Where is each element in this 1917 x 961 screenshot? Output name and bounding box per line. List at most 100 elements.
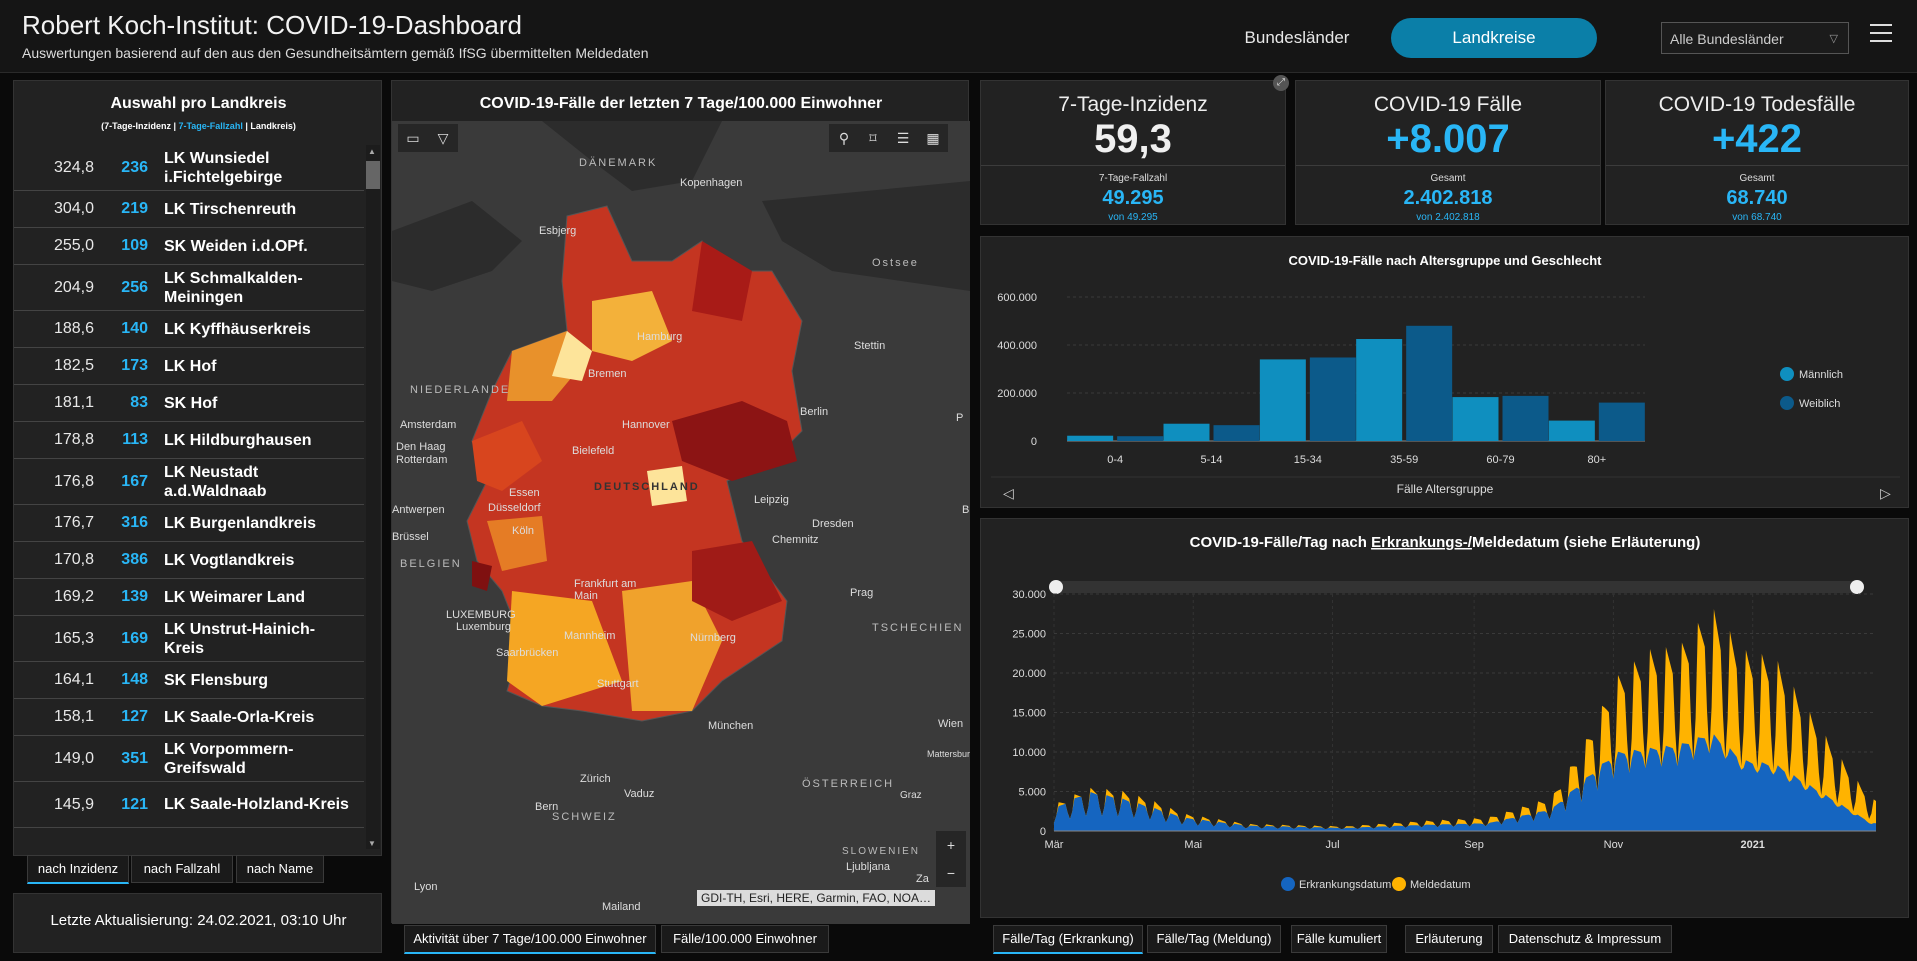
card-sub-value: 49.295 — [1102, 187, 1164, 209]
card-title: COVID-19 Todesfälle — [1658, 93, 1856, 116]
y-tick-label: 0 — [1031, 436, 1037, 448]
district-row[interactable]: 182,5 173 LK Hof — [14, 348, 364, 385]
district-row[interactable]: 164,1 148 SK Flensburg — [14, 662, 364, 699]
district-row[interactable]: 204,9 256 LK Schmalkalden-Meiningen — [14, 265, 364, 311]
district-row[interactable]: 324,8 236 LK Wunsiedel i.Fichtelgebirge — [14, 145, 364, 191]
row-district-name: LK Neustadt a.d.Waldnaab — [164, 463, 267, 500]
district-row[interactable]: 304,0 219 LK Tirschenreuth — [14, 191, 364, 228]
district-row[interactable]: 165,3 169 LK Unstrut-Hainich-Kreis — [14, 616, 364, 662]
district-row[interactable]: 170,8 386 LK Vogtlandkreis — [14, 542, 364, 579]
daily-cases-chart: COVID-19-Fälle/Tag nach Erkrankungs-/Mel… — [1012, 534, 1876, 891]
map-label-wien: Wien — [938, 718, 964, 730]
sort-by-name-tab[interactable]: nach Name — [236, 855, 324, 883]
list-legend: (7-Tage-Inzidenz | 7-Tage-Fallzahl | Lan… — [14, 121, 383, 131]
legend-toggle-icon[interactable]: ▭ — [398, 124, 428, 152]
row-district-name: LK Kyffhäuserkreis — [164, 320, 311, 338]
card-note: von 68.740 — [1732, 212, 1782, 223]
range-handle-left[interactable] — [1049, 580, 1063, 594]
divider — [981, 165, 1285, 166]
district-row[interactable]: 158,1 127 LK Saale-Orla-Kreis — [14, 699, 364, 736]
map-label-ostsee: Ostsee — [872, 257, 919, 269]
tab-cases-cumulative[interactable]: Fälle kumuliert — [1291, 925, 1387, 953]
basemap-gallery-icon[interactable]: ▦ — [918, 124, 948, 152]
scroll-up-icon[interactable]: ▲ — [368, 147, 376, 156]
bar-male[interactable] — [1163, 423, 1210, 441]
tab-cases-report[interactable]: Fälle/Tag (Meldung) — [1147, 925, 1281, 953]
bar-female[interactable] — [1406, 325, 1453, 441]
row-case-count: 219 — [121, 200, 148, 217]
card-note: von 2.402.818 — [1416, 212, 1480, 223]
bar-male[interactable] — [1067, 435, 1114, 441]
zoom-out-icon[interactable]: − — [936, 859, 966, 887]
bar-male[interactable] — [1356, 339, 1403, 441]
row-incidence: 176,7 — [53, 514, 94, 531]
bar-female[interactable] — [1117, 436, 1164, 441]
district-row[interactable]: 176,7 316 LK Burgenlandkreis — [14, 505, 364, 542]
header-bar — [0, 0, 1917, 73]
sort-by-count-tab[interactable]: nach Fallzahl — [131, 855, 233, 883]
app-subtitle: Auswertungen basierend auf den aus den G… — [22, 45, 649, 61]
row-incidence: 255,0 — [53, 237, 94, 254]
layer-list-icon[interactable]: ☰ — [888, 124, 918, 152]
map-label-den-haag: Den Haag — [396, 441, 446, 453]
bar-female[interactable] — [1309, 357, 1356, 441]
bar-female[interactable] — [1598, 402, 1645, 441]
range-handle-right[interactable] — [1850, 580, 1864, 594]
state-select[interactable]: Alle Bundesländer ▽ — [1661, 22, 1849, 54]
map-label-kopenhagen: Kopenhagen — [680, 177, 743, 189]
district-row[interactable]: 169,2 139 LK Weimarer Land — [14, 579, 364, 616]
district-row[interactable]: 181,1 83 SK Hof — [14, 385, 364, 422]
sort-by-incidence-tab[interactable]: nach Inzidenz — [27, 855, 129, 884]
expand-icon[interactable]: ⤢ — [1273, 75, 1289, 91]
map-label-ljubljana: Ljubljana — [846, 861, 891, 873]
district-row[interactable]: 176,8 167 LK Neustadt a.d.Waldnaab — [14, 459, 364, 505]
list-scrollbar[interactable] — [366, 145, 380, 849]
row-district-name: LK Vogtlandkreis — [164, 551, 295, 569]
search-icon[interactable]: ⚲ — [829, 124, 859, 152]
district-row[interactable]: 149,0 351 LK Vorpommern-Greifswald — [14, 736, 364, 782]
hamburger-menu-icon[interactable] — [1870, 24, 1892, 44]
y-tick-label: 20.000 — [1012, 668, 1046, 680]
map-title: COVID-19-Fälle der letzten 7 Tage/100.00… — [479, 95, 883, 112]
district-row[interactable]: 188,6 140 LK Kyffhäuserkreis — [14, 311, 364, 348]
row-case-count: 173 — [121, 357, 148, 374]
legend-label: Weiblich — [1799, 398, 1840, 410]
map-tab-rate[interactable]: Fälle/100.000 Einwohner — [661, 925, 829, 953]
landkreise-button[interactable]: Landkreise — [1391, 18, 1597, 58]
district-row[interactable]: 145,9 121 LK Saale-Holzland-Kreis — [14, 782, 364, 828]
tab-privacy-imprint[interactable]: Datenschutz & Impressum — [1498, 925, 1672, 953]
tab-cases-onset[interactable]: Fälle/Tag (Erkrankung) — [993, 925, 1143, 954]
row-district-name: LK Saale-Holzland-Kreis — [164, 796, 349, 813]
bar-male[interactable] — [1259, 359, 1306, 441]
row-case-count: 127 — [121, 708, 148, 725]
scrollbar-thumb[interactable] — [366, 161, 380, 189]
cases-card: COVID-19 Fälle +8.007 Gesamt 2.402.818 v… — [1295, 80, 1601, 225]
row-incidence: 145,9 — [53, 795, 94, 813]
bookmark-icon[interactable]: ⌑ — [858, 124, 888, 152]
bar-male[interactable] — [1452, 397, 1499, 441]
scroll-down-icon[interactable]: ▼ — [368, 839, 376, 848]
map-label-nuernberg: Nürnberg — [690, 632, 736, 644]
chevron-right-icon[interactable]: ▷ — [1880, 485, 1891, 501]
map-label-frankfurt: Frankfurt am Main — [574, 578, 637, 602]
map-label-graz: Graz — [900, 790, 922, 801]
bar-male[interactable] — [1548, 420, 1595, 441]
row-district-name: LK Vorpommern-Greifswald — [164, 740, 294, 777]
map-tab-activity[interactable]: Aktivität über 7 Tage/100.000 Einwohner — [404, 925, 656, 954]
bar-female[interactable] — [1502, 395, 1549, 441]
range-slider-track[interactable] — [1056, 581, 1857, 593]
germany-map[interactable]: DÄNEMARK Kopenhagen Esbjerg Ostsee Hambu… — [392, 121, 970, 924]
dropdown-icon[interactable]: ▽ — [428, 124, 458, 152]
map-canvas — [392, 121, 970, 924]
title-link[interactable]: Erkrankungs-/ — [1371, 534, 1473, 551]
tab-explanation[interactable]: Erläuterung — [1405, 925, 1493, 953]
card-sub-value: 2.402.818 — [1403, 187, 1493, 209]
district-row[interactable]: 255,0 109 SK Weiden i.d.OPf. — [14, 228, 364, 265]
area-erkrankungsdatum[interactable] — [1054, 734, 1876, 831]
bar-female[interactable] — [1213, 425, 1260, 441]
bundeslaender-button[interactable]: Bundesländer — [1244, 28, 1350, 47]
chevron-left-icon[interactable]: ◁ — [1003, 485, 1014, 501]
card-value: +8.007 — [1386, 117, 1510, 161]
zoom-in-icon[interactable]: + — [936, 831, 966, 859]
district-row[interactable]: 178,8 113 LK Hildburghausen — [14, 422, 364, 459]
